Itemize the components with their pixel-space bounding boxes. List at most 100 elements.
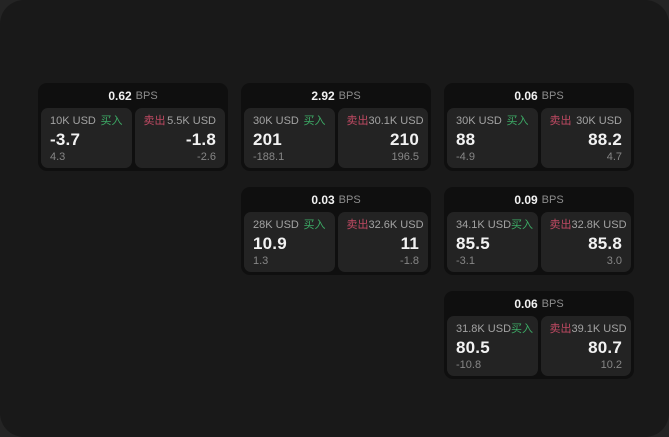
buy-price: -3.7 <box>50 130 81 149</box>
sell-amount: 32.8K USD <box>571 219 627 231</box>
buy-panel[interactable]: 30K USD 买入 88 -4.9 <box>447 108 538 168</box>
buy-panel[interactable]: 30K USD 买入 201 -188.1 <box>244 108 335 168</box>
sell-panel[interactable]: 卖出 32.8K USD 85.8 3.0 <box>540 212 631 272</box>
bps-value: 0.06 <box>514 88 538 103</box>
sell-amount: 32.6K USD <box>368 219 424 231</box>
sell-panel[interactable]: 卖出 30.1K USD 210 196.5 <box>337 108 428 168</box>
sell-panel[interactable]: 卖出 39.1K USD 80.7 10.2 <box>540 316 631 376</box>
buy-side-label: 买入 <box>506 115 529 127</box>
sell-panel-top-row: 卖出 32.8K USD <box>550 219 627 232</box>
quote-card-4: 0.03 BPS 28K USD 买入 10.9 1.3 卖出 32.6K US… <box>241 187 431 275</box>
buy-amount: 30K USD <box>253 115 299 127</box>
buy-side-label: 买入 <box>303 115 326 127</box>
buy-side-label: 买入 <box>303 219 326 231</box>
quote-panels: 28K USD 买入 10.9 1.3 卖出 32.6K USD 11 -1.8 <box>244 212 428 272</box>
sell-panel-top-row: 卖出 30K USD <box>550 115 623 128</box>
buy-price: 201 <box>253 130 282 149</box>
sell-amount: 30.1K USD <box>368 115 424 127</box>
buy-panel[interactable]: 31.8K USD 买入 80.5 -10.8 <box>447 316 538 376</box>
sell-price: 85.8 <box>588 234 622 253</box>
buy-amount: 31.8K USD <box>456 323 512 335</box>
buy-panel[interactable]: 10K USD 买入 -3.7 4.3 <box>41 108 132 168</box>
bps-unit-label: BPS <box>135 89 158 102</box>
buy-amount: 34.1K USD <box>456 219 512 231</box>
sell-delta: -1.8 <box>400 255 419 267</box>
buy-delta: -188.1 <box>253 151 285 163</box>
buy-panel-top-row: 30K USD 买入 <box>253 115 326 128</box>
buy-price: 10.9 <box>253 234 287 253</box>
buy-panel[interactable]: 28K USD 买入 10.9 1.3 <box>244 212 335 272</box>
buy-panel-top-row: 30K USD 买入 <box>456 115 529 128</box>
quote-card-3: 0.06 BPS 30K USD 买入 88 -4.9 卖出 30K USD <box>444 83 634 171</box>
quote-card-6: 0.06 BPS 31.8K USD 买入 80.5 -10.8 卖出 39.1… <box>444 291 634 379</box>
bps-unit-label: BPS <box>541 89 564 102</box>
buy-price: 80.5 <box>456 338 490 357</box>
sell-amount: 5.5K USD <box>167 115 216 127</box>
bps-value: 0.09 <box>514 192 538 207</box>
sell-price: 11 <box>400 234 419 253</box>
bps-value: 2.92 <box>311 88 335 103</box>
sell-delta: 3.0 <box>606 255 622 267</box>
buy-price: 85.5 <box>456 234 490 253</box>
buy-delta: 4.3 <box>50 151 66 163</box>
bps-header: 0.03 BPS <box>244 187 428 212</box>
quote-panels: 30K USD 买入 201 -188.1 卖出 30.1K USD 210 1… <box>244 108 428 168</box>
sell-delta: 196.5 <box>391 151 419 163</box>
sell-price: 80.7 <box>588 338 622 357</box>
buy-delta: 1.3 <box>253 255 269 267</box>
sell-side-label: 卖出 <box>346 115 369 127</box>
sell-delta: 10.2 <box>600 359 622 371</box>
bps-header: 0.06 BPS <box>447 83 631 108</box>
quote-panels: 30K USD 买入 88 -4.9 卖出 30K USD 88.2 4.7 <box>447 108 631 168</box>
bps-header: 0.09 BPS <box>447 187 631 212</box>
quote-panels: 31.8K USD 买入 80.5 -10.8 卖出 39.1K USD 80.… <box>447 316 631 376</box>
buy-side-label: 买入 <box>511 323 534 335</box>
bps-value: 0.06 <box>514 296 538 311</box>
buy-amount: 30K USD <box>456 115 502 127</box>
sell-panel-top-row: 卖出 39.1K USD <box>549 323 627 336</box>
quote-card-1: 0.62 BPS 10K USD 买入 -3.7 4.3 卖出 5.5K USD <box>38 83 228 171</box>
buy-amount: 28K USD <box>253 219 299 231</box>
bps-unit-label: BPS <box>541 297 564 310</box>
quote-card-5: 0.09 BPS 34.1K USD 买入 85.5 -3.1 卖出 32.8K… <box>444 187 634 275</box>
bps-header: 0.06 BPS <box>447 291 631 316</box>
quote-grid: 0.62 BPS 10K USD 买入 -3.7 4.3 卖出 5.5K USD <box>38 83 634 379</box>
bps-unit-label: BPS <box>541 193 564 206</box>
sell-price: -1.8 <box>185 130 216 149</box>
bps-value: 0.03 <box>311 192 335 207</box>
sell-price: 210 <box>390 130 419 149</box>
bps-header: 2.92 BPS <box>244 83 428 108</box>
buy-price: 88 <box>456 130 476 149</box>
sell-side-label: 卖出 <box>346 219 369 231</box>
sell-price: 88.2 <box>588 130 622 149</box>
sell-panel[interactable]: 卖出 5.5K USD -1.8 -2.6 <box>134 108 225 168</box>
bps-unit-label: BPS <box>338 89 361 102</box>
quote-panels: 34.1K USD 买入 85.5 -3.1 卖出 32.8K USD 85.8… <box>447 212 631 272</box>
bps-value: 0.62 <box>108 88 132 103</box>
sell-panel[interactable]: 卖出 32.6K USD 11 -1.8 <box>337 212 428 272</box>
sell-panel-top-row: 卖出 32.6K USD <box>346 219 424 232</box>
sell-side-label: 卖出 <box>143 115 166 127</box>
buy-delta: -10.8 <box>456 359 482 371</box>
sell-amount: 30K USD <box>576 115 622 127</box>
buy-side-label: 买入 <box>100 115 123 127</box>
quote-card-2: 2.92 BPS 30K USD 买入 201 -188.1 卖出 30.1K … <box>241 83 431 171</box>
sell-delta: -2.6 <box>197 151 216 163</box>
buy-panel-top-row: 28K USD 买入 <box>253 219 326 232</box>
buy-panel[interactable]: 34.1K USD 买入 85.5 -3.1 <box>447 212 538 272</box>
buy-delta: -3.1 <box>456 255 475 267</box>
bps-header: 0.62 BPS <box>41 83 225 108</box>
sell-side-label: 卖出 <box>549 323 572 335</box>
sell-delta: 4.7 <box>606 151 622 163</box>
sell-side-label: 卖出 <box>549 115 572 127</box>
buy-amount: 10K USD <box>50 115 96 127</box>
buy-delta: -4.9 <box>456 151 475 163</box>
sell-panel-top-row: 卖出 30.1K USD <box>346 115 424 128</box>
buy-panel-top-row: 10K USD 买入 <box>50 115 123 128</box>
sell-panel-top-row: 卖出 5.5K USD <box>144 115 217 128</box>
sell-panel[interactable]: 卖出 30K USD 88.2 4.7 <box>540 108 631 168</box>
buy-side-label: 买入 <box>511 219 534 231</box>
buy-panel-top-row: 31.8K USD 买入 <box>456 323 533 336</box>
bps-unit-label: BPS <box>338 193 361 206</box>
